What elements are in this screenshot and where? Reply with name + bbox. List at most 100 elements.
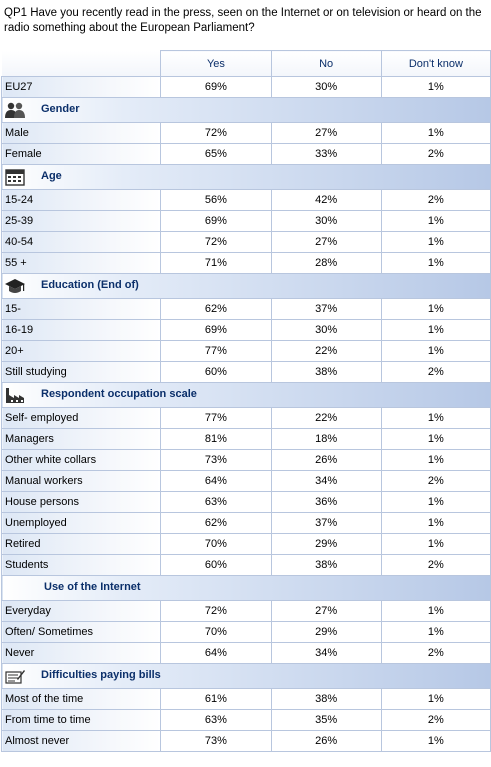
table-row: 25-39 69% 30% 1% (0, 210, 491, 232)
row-label: Female (0, 143, 162, 165)
row-label: 16-19 (0, 319, 162, 341)
value-no: 22% (270, 407, 382, 429)
table-row: Most of the time 61% 38% 1% (0, 688, 491, 710)
value-yes: 62% (160, 512, 272, 534)
value-dont-know: 1% (380, 210, 491, 232)
table-row: Female 65% 33% 2% (0, 143, 491, 165)
value-yes: 72% (160, 600, 272, 622)
value-yes: 64% (160, 470, 272, 492)
value-yes: 65% (160, 143, 272, 165)
value-dont-know: 1% (380, 730, 491, 752)
value-dont-know: 1% (380, 407, 491, 429)
row-label: From time to time (0, 709, 162, 731)
table-row: Unemployed 62% 37% 1% (0, 512, 491, 534)
value-no: 30% (270, 210, 382, 232)
table-row: Everyday 72% 27% 1% (0, 600, 491, 622)
section-title: Age (41, 170, 62, 182)
value-no: 26% (270, 730, 382, 752)
value-no: 37% (270, 298, 382, 320)
value-yes: 73% (160, 449, 272, 471)
value-yes: 64% (160, 642, 272, 664)
row-label: Other white collars (0, 449, 162, 471)
value-dont-know: 2% (380, 361, 491, 383)
column-header-yes: Yes (160, 50, 272, 77)
value-dont-know: 1% (380, 449, 491, 471)
value-yes: 56% (160, 189, 272, 211)
value-dont-know: 1% (380, 122, 491, 144)
value-no: 34% (270, 470, 382, 492)
section-title: Respondent occupation scale (41, 388, 197, 400)
section-header-row: Respondent occupation scale (1, 382, 491, 408)
table-row: Retired 70% 29% 1% (0, 533, 491, 555)
section-header: Difficulties paying bills (1, 663, 491, 689)
value-yes: 77% (160, 340, 272, 362)
row-label: 40-54 (0, 231, 162, 253)
row-label: 55 + (0, 252, 162, 274)
section-header-row: Age (1, 164, 491, 190)
value-no: 36% (270, 491, 382, 513)
value-dont-know: 1% (380, 252, 491, 274)
table-row: Students 60% 38% 2% (0, 554, 491, 576)
value-yes: 73% (160, 730, 272, 752)
value-dont-know: 1% (380, 688, 491, 710)
table-row: Male 72% 27% 1% (0, 122, 491, 144)
row-label: House persons (0, 491, 162, 513)
value-yes: 60% (160, 554, 272, 576)
value-no: 22% (270, 340, 382, 362)
value-yes: 69% (160, 319, 272, 341)
value-yes: 69% (160, 76, 272, 98)
section-header-row: Use of the Internet (1, 575, 491, 601)
value-no: 38% (270, 688, 382, 710)
value-no: 35% (270, 709, 382, 731)
table-row: Never 64% 34% 2% (0, 642, 491, 664)
value-no: 26% (270, 449, 382, 471)
column-header-dont-know: Don't know (380, 50, 491, 77)
table-row: Almost never 73% 26% 1% (0, 730, 491, 752)
value-dont-know: 1% (380, 76, 491, 98)
value-no: 27% (270, 600, 382, 622)
table-row: 15-24 56% 42% 2% (0, 189, 491, 211)
value-dont-know: 2% (380, 554, 491, 576)
value-no: 18% (270, 428, 382, 450)
row-label: 15- (0, 298, 162, 320)
value-dont-know: 2% (380, 709, 491, 731)
value-no: 34% (270, 642, 382, 664)
table-row: Self- employed 77% 22% 1% (0, 407, 491, 429)
table-row: 15- 62% 37% 1% (0, 298, 491, 320)
header-empty-cell (1, 50, 161, 77)
section-header-row: Gender (1, 97, 491, 123)
value-dont-know: 1% (380, 340, 491, 362)
row-label: 25-39 (0, 210, 162, 232)
value-no: 38% (270, 361, 382, 383)
row-label: Unemployed (0, 512, 162, 534)
value-yes: 70% (160, 533, 272, 555)
value-dont-know: 1% (380, 319, 491, 341)
value-dont-know: 1% (380, 512, 491, 534)
section-header: Education (End of) (1, 273, 491, 299)
table-row: 40-54 72% 27% 1% (0, 231, 491, 253)
table-row: Other white collars 73% 26% 1% (0, 449, 491, 471)
value-dont-know: 2% (380, 143, 491, 165)
value-dont-know: 1% (380, 491, 491, 513)
table-row: Manual workers 64% 34% 2% (0, 470, 491, 492)
section-title: Education (End of) (41, 279, 139, 291)
value-no: 38% (270, 554, 382, 576)
value-no: 30% (270, 76, 382, 98)
table-row: House persons 63% 36% 1% (0, 491, 491, 513)
value-no: 27% (270, 122, 382, 144)
row-label: Everyday (0, 600, 162, 622)
value-no: 37% (270, 512, 382, 534)
value-no: 29% (270, 621, 382, 643)
table-row: 16-19 69% 30% 1% (0, 319, 491, 341)
value-yes: 71% (160, 252, 272, 274)
row-label: EU27 (0, 76, 162, 98)
row-label: Almost never (0, 730, 162, 752)
section-header: Use of the Internet (1, 575, 491, 601)
section-header-row: Difficulties paying bills (1, 663, 491, 689)
value-yes: 81% (160, 428, 272, 450)
value-no: 29% (270, 533, 382, 555)
row-label: Managers (0, 428, 162, 450)
value-yes: 60% (160, 361, 272, 383)
value-yes: 62% (160, 298, 272, 320)
value-dont-know: 2% (380, 470, 491, 492)
